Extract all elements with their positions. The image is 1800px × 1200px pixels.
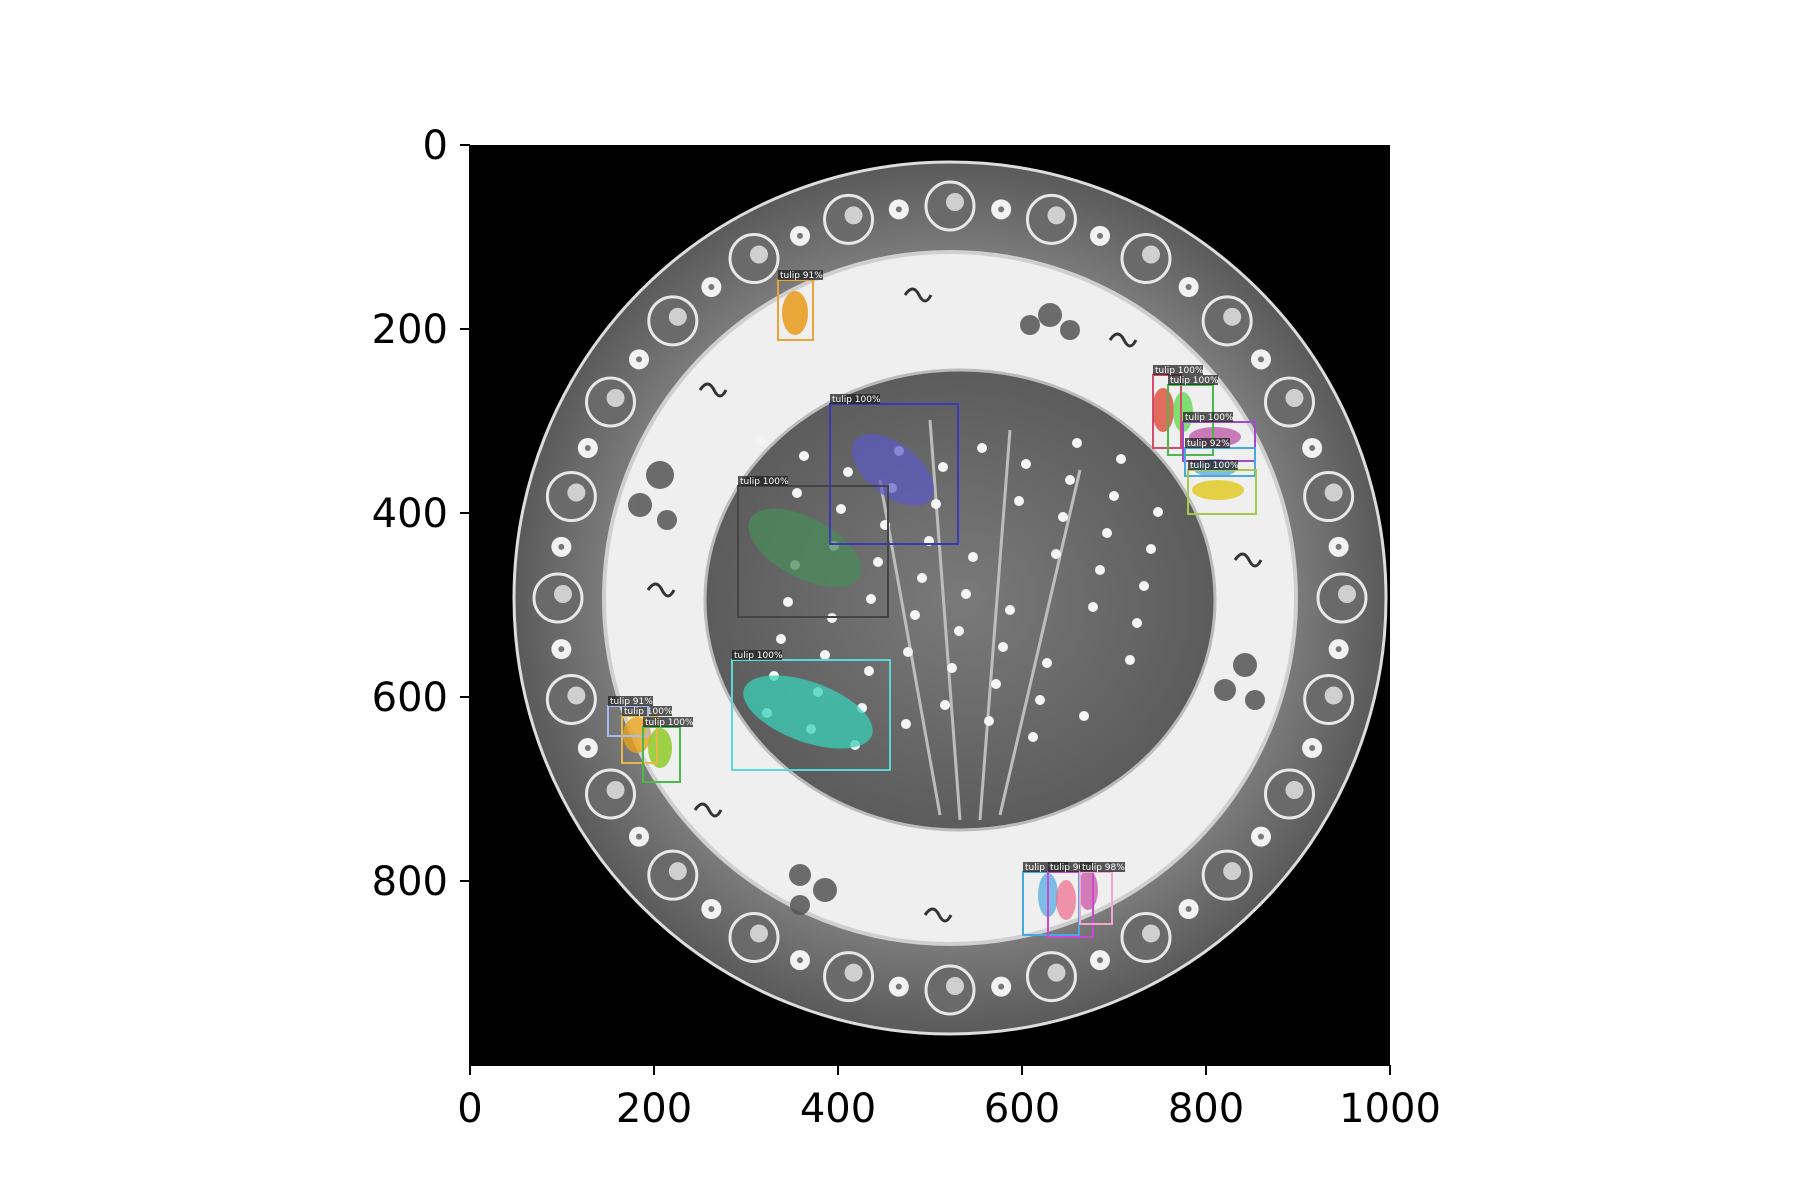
detection-label: tulip 100% xyxy=(734,651,783,661)
detection-label: tulip 91% xyxy=(780,271,823,281)
x-tick-label: 200 xyxy=(616,1086,692,1132)
y-tick-label: 600 xyxy=(372,675,448,721)
plate-image: tulip 91%tulip 100%tulip 100%tulip 100%t… xyxy=(470,145,1390,1065)
detection-label: tulip 90% xyxy=(1050,863,1093,873)
detection-label: tulip 100% xyxy=(832,395,881,405)
detection-label: tulip 98% xyxy=(1082,863,1125,873)
detection-label: tulip 100% xyxy=(1170,376,1219,386)
detection-label: tulip 98% xyxy=(1025,863,1068,873)
detection-label: tulip 100% xyxy=(1185,413,1234,423)
y-tick-label: 200 xyxy=(372,307,448,353)
y-tick-label: 800 xyxy=(372,859,448,905)
detection-label: tulip 92% xyxy=(1187,439,1230,449)
detection-label: tulip 100% xyxy=(1190,461,1239,471)
x-tick-label: 1000 xyxy=(1339,1086,1441,1132)
detection-box: tulip 98% xyxy=(1079,862,1125,925)
y-tick-label: 400 xyxy=(372,491,448,537)
axes xyxy=(469,145,1390,1066)
x-tick-label: 800 xyxy=(1168,1086,1244,1132)
x-tick-label: 400 xyxy=(800,1086,876,1132)
detection-label: tulip 91% xyxy=(610,697,653,707)
detection-label: tulip 100% xyxy=(645,718,694,728)
detection-boxes: tulip 91%tulip 100%tulip 100%tulip 100%t… xyxy=(607,270,1257,938)
x-tick-label: 600 xyxy=(984,1086,1060,1132)
detection-box: tulip 100% xyxy=(737,476,889,618)
y-axis: 0 200 400 600 800 xyxy=(372,123,470,905)
detection-box: tulip 91% xyxy=(777,270,823,341)
x-tick-label: 0 xyxy=(457,1086,482,1132)
detection-box: tulip 100% xyxy=(731,650,891,771)
detection-box: tulip 100% xyxy=(642,717,694,783)
x-axis: 0 200 400 600 800 1000 xyxy=(457,1065,1441,1132)
y-tick-label: 0 xyxy=(423,123,448,169)
detection-box: tulip 100% xyxy=(1187,460,1257,515)
detection-box: tulip 92% xyxy=(1184,438,1256,477)
detection-label: tulip 100% xyxy=(1155,366,1204,376)
detection-box: tulip 100% xyxy=(829,394,959,545)
detection-box: tulip 90% xyxy=(1047,862,1094,938)
detection-label: tulip 100% xyxy=(740,477,789,487)
